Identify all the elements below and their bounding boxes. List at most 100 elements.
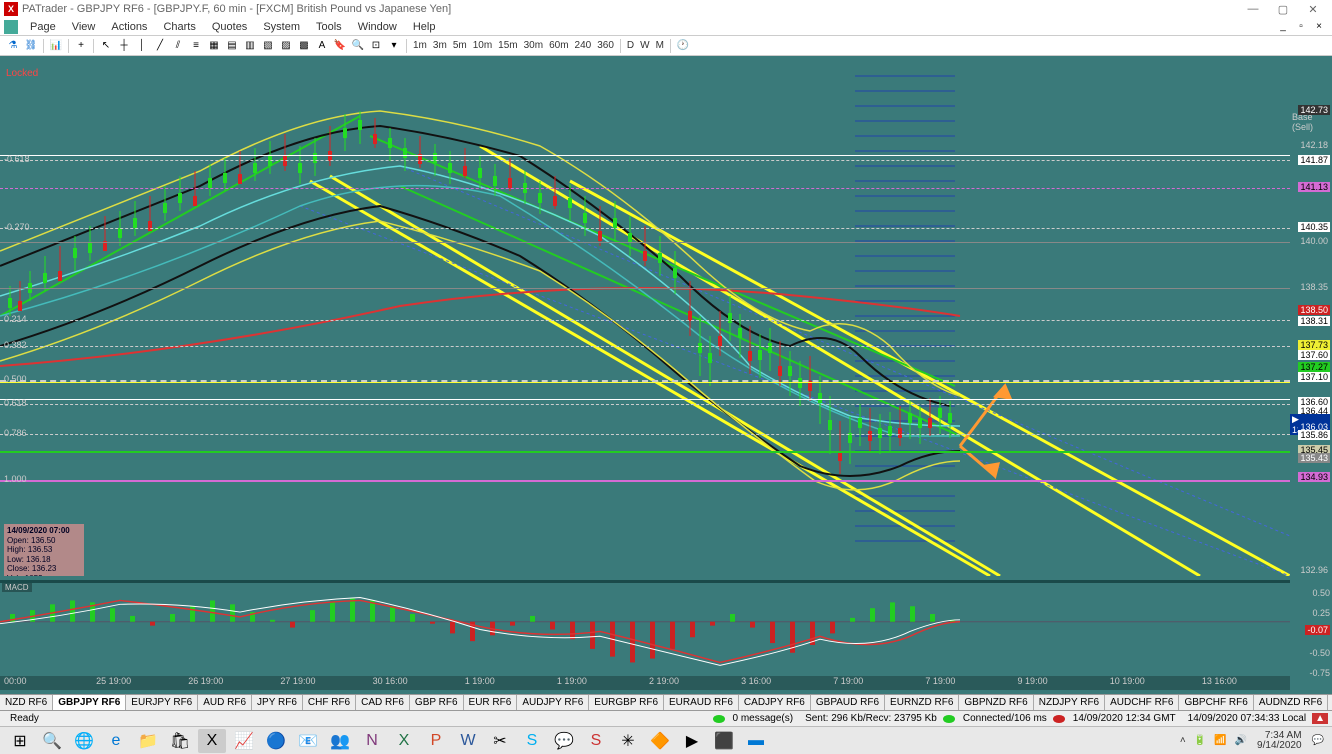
- outlook-icon[interactable]: 📧: [294, 729, 322, 753]
- patrader-icon[interactable]: X: [198, 729, 226, 753]
- edge-icon[interactable]: e: [102, 729, 130, 753]
- symbol-tab[interactable]: CHF RF6: [303, 695, 356, 710]
- symbol-tab[interactable]: AUDJPY RF6: [517, 695, 589, 710]
- tool-dd-icon[interactable]: ▾: [386, 38, 402, 54]
- symbol-tab[interactable]: NZD RF6: [0, 695, 53, 710]
- app-icon-2[interactable]: 💬: [550, 729, 578, 753]
- tool-crosshair-icon[interactable]: ┼: [116, 38, 132, 54]
- tf-30m[interactable]: 30m: [521, 40, 546, 51]
- menu-help[interactable]: Help: [405, 21, 444, 33]
- tool-cursor-icon[interactable]: ↖: [98, 38, 114, 54]
- skype-icon[interactable]: S: [518, 729, 546, 753]
- start-button[interactable]: ⊞: [6, 729, 34, 753]
- tool-g4-icon[interactable]: ▧: [260, 38, 276, 54]
- symbol-tab[interactable]: CAD RF6: [356, 695, 410, 710]
- tool-link-icon[interactable]: ⛓: [23, 38, 39, 54]
- symbol-tab[interactable]: AUD RF6: [198, 695, 252, 710]
- tf-d[interactable]: D: [624, 40, 637, 51]
- tool-g3-icon[interactable]: ▥: [242, 38, 258, 54]
- tool-g5-icon[interactable]: ▨: [278, 38, 294, 54]
- tf-3m[interactable]: 3m: [430, 40, 450, 51]
- store-icon[interactable]: 🛍: [166, 729, 194, 753]
- snip-icon[interactable]: ✂: [486, 729, 514, 753]
- tool-label-icon[interactable]: 🔖: [332, 38, 348, 54]
- word-icon[interactable]: W: [454, 729, 482, 753]
- teams-icon[interactable]: 👥: [326, 729, 354, 753]
- tf-10m[interactable]: 10m: [470, 40, 495, 51]
- price-chart[interactable]: -0.618-0.2700.2140.3820.5000.6180.7861.0…: [0, 56, 1290, 576]
- symbol-tab[interactable]: GBPCHF RF6: [1179, 695, 1253, 710]
- tf-m[interactable]: M: [653, 40, 667, 51]
- tool-text-icon[interactable]: A: [314, 38, 330, 54]
- onenote-icon[interactable]: N: [358, 729, 386, 753]
- tool-vline-icon[interactable]: │: [134, 38, 150, 54]
- symbol-tab[interactable]: JPY RF6: [252, 695, 303, 710]
- tool-trend-icon[interactable]: ╱: [152, 38, 168, 54]
- app-icon-6[interactable]: ▶: [678, 729, 706, 753]
- symbol-tab[interactable]: GBPJPY RF6: [53, 695, 126, 710]
- powerpoint-icon[interactable]: P: [422, 729, 450, 753]
- tray-volume-icon[interactable]: 🔊: [1231, 735, 1251, 746]
- tool-z1-icon[interactable]: 🔍: [350, 38, 366, 54]
- tray-battery-icon[interactable]: 🔋: [1190, 735, 1210, 746]
- status-alert-icon[interactable]: ▲: [1312, 713, 1328, 724]
- tool-fib-icon[interactable]: ≡: [188, 38, 204, 54]
- app3-icon[interactable]: 🔵: [262, 729, 290, 753]
- tray-notifications-icon[interactable]: 💬: [1308, 735, 1328, 746]
- minimize-button[interactable]: —: [1238, 3, 1268, 16]
- tf-15m[interactable]: 15m: [495, 40, 520, 51]
- tool-g2-icon[interactable]: ▤: [224, 38, 240, 54]
- close-button[interactable]: ✕: [1298, 3, 1328, 16]
- menu-page[interactable]: Page: [22, 21, 64, 33]
- symbol-tab[interactable]: AUDCHF RF6: [1105, 695, 1179, 710]
- tray-wifi-icon[interactable]: 📶: [1210, 735, 1230, 746]
- symbol-tab[interactable]: GBPNZD RF6: [959, 695, 1033, 710]
- tray-chevron-icon[interactable]: ˄: [1176, 735, 1190, 746]
- symbol-tab[interactable]: EUR RF6: [464, 695, 518, 710]
- tool-g1-icon[interactable]: ▦: [206, 38, 222, 54]
- app-icon-5[interactable]: 🔶: [646, 729, 674, 753]
- menu-charts[interactable]: Charts: [155, 21, 203, 33]
- menu-system[interactable]: System: [255, 21, 308, 33]
- mdi-max[interactable]: ▫: [1292, 21, 1310, 32]
- tf-240[interactable]: 240: [572, 40, 595, 51]
- maximize-button[interactable]: ▢: [1268, 3, 1298, 16]
- app-icon-4[interactable]: ✳: [614, 729, 642, 753]
- chrome-icon[interactable]: 🌐: [70, 729, 98, 753]
- tool-z2-icon[interactable]: ⊡: [368, 38, 384, 54]
- tool-chart-icon[interactable]: 📊: [48, 38, 64, 54]
- menu-actions[interactable]: Actions: [103, 21, 155, 33]
- symbol-tab[interactable]: NZDJPY RF6: [1034, 695, 1105, 710]
- menu-window[interactable]: Window: [350, 21, 405, 33]
- excel-icon[interactable]: X: [390, 729, 418, 753]
- mdi-min[interactable]: _: [1274, 21, 1292, 32]
- tray-clock[interactable]: 7:34 AM 9/14/2020: [1251, 731, 1308, 751]
- tf-360[interactable]: 360: [594, 40, 617, 51]
- symbol-tab[interactable]: EURGBP RF6: [589, 695, 664, 710]
- system-tray[interactable]: ˄ 🔋 📶 🔊 7:34 AM 9/14/2020 💬: [1176, 731, 1328, 751]
- tool-g6-icon[interactable]: ▩: [296, 38, 312, 54]
- menu-view[interactable]: View: [64, 21, 104, 33]
- menu-quotes[interactable]: Quotes: [204, 21, 255, 33]
- mdi-close[interactable]: ×: [1310, 21, 1328, 32]
- symbol-tab[interactable]: AUDNZD RF6: [1254, 695, 1328, 710]
- tool-plus-icon[interactable]: +: [73, 38, 89, 54]
- tf-w[interactable]: W: [637, 40, 652, 51]
- symbol-tab[interactable]: EURNZD RF6: [885, 695, 959, 710]
- tf-1m[interactable]: 1m: [410, 40, 430, 51]
- app-icon-3[interactable]: S: [582, 729, 610, 753]
- explorer-icon[interactable]: 📁: [134, 729, 162, 753]
- tool-clock-icon[interactable]: 🕐: [675, 38, 691, 54]
- tf-60m[interactable]: 60m: [546, 40, 571, 51]
- app-icon-8[interactable]: ▬: [742, 729, 770, 753]
- symbol-tab[interactable]: GBPAUD RF6: [811, 695, 885, 710]
- menu-tools[interactable]: Tools: [308, 21, 350, 33]
- status-messages[interactable]: 0 message(s): [727, 713, 800, 724]
- app-icon-7[interactable]: ⬛: [710, 729, 738, 753]
- search-icon[interactable]: 🔍: [38, 729, 66, 753]
- symbol-tab[interactable]: EURAUD RF6: [664, 695, 739, 710]
- tool-flask-icon[interactable]: ⚗: [5, 38, 21, 54]
- chart-area[interactable]: INDEX Locked: [0, 56, 1332, 694]
- symbol-tab[interactable]: GBP RF6: [410, 695, 464, 710]
- macd-panel[interactable]: MACD: [0, 580, 1290, 676]
